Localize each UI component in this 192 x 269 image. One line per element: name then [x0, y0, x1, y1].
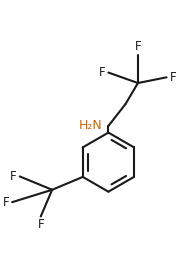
Text: F: F — [3, 196, 9, 209]
Text: F: F — [37, 218, 44, 231]
Text: F: F — [99, 66, 106, 79]
Text: F: F — [10, 170, 17, 183]
Text: F: F — [135, 40, 141, 53]
Text: F: F — [169, 71, 176, 84]
Text: H₂N: H₂N — [79, 119, 103, 132]
